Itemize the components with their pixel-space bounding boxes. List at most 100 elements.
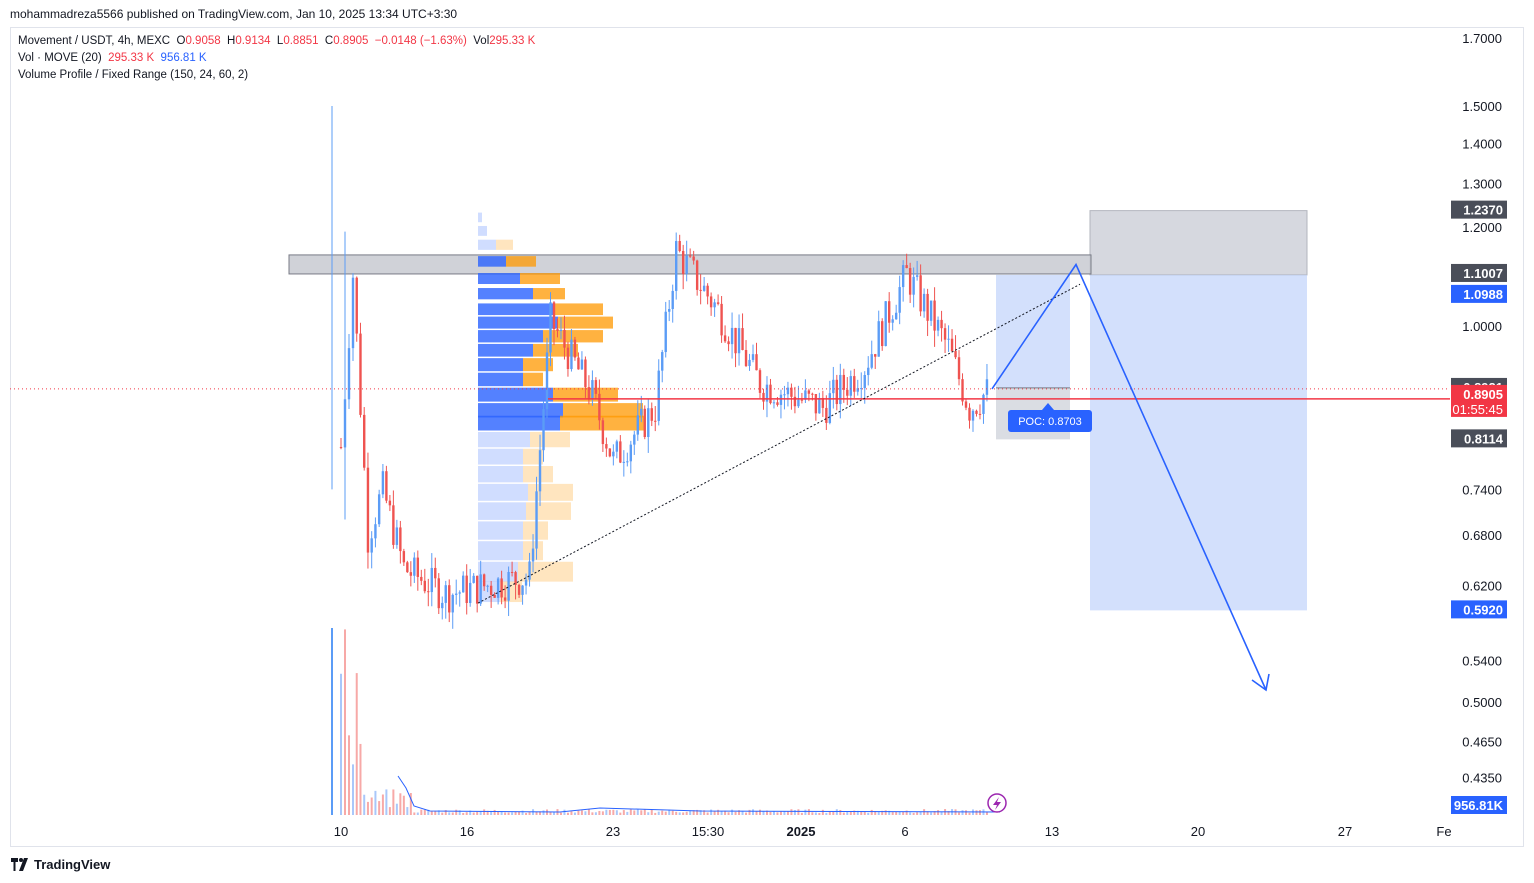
candle-body bbox=[535, 491, 538, 549]
candle-body bbox=[874, 354, 877, 357]
volume-bar bbox=[759, 809, 761, 815]
volume-bar bbox=[745, 812, 748, 815]
price-chart[interactable]: POC: 0.8703 1.7000 1.5000 1.4000 1.3000 1.20… bbox=[0, 0, 1534, 850]
candle-body bbox=[351, 277, 355, 349]
volume-bar bbox=[490, 810, 493, 815]
candle-body bbox=[887, 301, 891, 323]
candle-body bbox=[347, 348, 351, 400]
volume-bar bbox=[748, 809, 751, 815]
volume-bar bbox=[863, 811, 866, 815]
volume-bar bbox=[870, 809, 873, 815]
volume-bar bbox=[657, 811, 660, 815]
candle-body bbox=[964, 401, 968, 408]
candle-body bbox=[842, 374, 845, 390]
legend-l-label: L bbox=[276, 35, 284, 47]
vp-row-down bbox=[526, 502, 571, 520]
candle-body bbox=[870, 354, 873, 368]
candle-body bbox=[580, 359, 584, 370]
candle-body bbox=[720, 303, 723, 336]
volume-bar bbox=[378, 801, 381, 815]
volume-bar bbox=[469, 810, 472, 815]
candle-body bbox=[552, 302, 556, 330]
candle-body bbox=[723, 335, 727, 342]
candle-body bbox=[901, 265, 905, 288]
price-label-0.5920: 0.5920 bbox=[1451, 600, 1507, 619]
candle-body bbox=[510, 571, 514, 573]
candle-body bbox=[406, 562, 409, 573]
volume-bar bbox=[518, 811, 521, 815]
volume-bar bbox=[930, 812, 933, 815]
volume-bar bbox=[497, 811, 500, 815]
volume-ma-line bbox=[397, 775, 1001, 813]
candle-body bbox=[366, 467, 370, 553]
volume-bar bbox=[434, 810, 437, 815]
volume-bar bbox=[563, 809, 566, 815]
volume-bar bbox=[643, 809, 646, 815]
candle-body bbox=[713, 302, 716, 308]
candle-body bbox=[751, 354, 755, 360]
volume-bar bbox=[842, 812, 845, 815]
candle-body bbox=[612, 451, 615, 457]
volume-bar bbox=[752, 809, 755, 815]
volume-bar bbox=[566, 812, 569, 815]
x-tick-label: 13 bbox=[1045, 824, 1059, 839]
vp-row-down bbox=[506, 256, 536, 267]
volume-bar bbox=[891, 812, 894, 815]
volume-bar bbox=[591, 812, 594, 815]
price-label-box bbox=[1451, 263, 1507, 282]
candle-body bbox=[832, 379, 835, 394]
legend-change: −0.0148 (−1.63%) bbox=[374, 35, 467, 47]
candle-body bbox=[800, 399, 804, 401]
legend-volume-indicator[interactable]: Vol · MOVE (20) 295.33 K 956.81 K bbox=[18, 52, 207, 64]
volume-bar bbox=[814, 812, 817, 815]
volume-bar bbox=[458, 810, 461, 815]
tradingview-footer[interactable]: TradingView bbox=[10, 857, 110, 872]
candle-body bbox=[566, 347, 570, 370]
y-tick-label: 1.5000 bbox=[1462, 99, 1502, 114]
volume-bar bbox=[636, 809, 639, 815]
candle-body bbox=[622, 461, 626, 463]
volume-bar bbox=[884, 810, 887, 815]
candle-body bbox=[954, 351, 957, 358]
position-risk-zone bbox=[1089, 210, 1308, 276]
candle-body bbox=[881, 321, 884, 347]
candle-body bbox=[898, 287, 901, 313]
volume-bar bbox=[385, 789, 388, 815]
candle-body bbox=[929, 300, 933, 321]
volume-bar bbox=[507, 812, 510, 815]
candle-body bbox=[846, 389, 849, 396]
candle-body bbox=[605, 444, 608, 449]
volume-bar bbox=[919, 811, 922, 815]
candle-body bbox=[716, 302, 720, 304]
time-axis: 10 16 23 15:30 2025 6 13 20 27 Fe bbox=[334, 824, 1452, 839]
candle-body bbox=[685, 255, 688, 274]
candle-body bbox=[737, 328, 741, 354]
volume-bar bbox=[685, 811, 688, 815]
volume-bar bbox=[388, 807, 391, 815]
candle-body bbox=[692, 256, 695, 261]
legend-volume-profile[interactable]: Volume Profile / Fixed Range (150, 24, 6… bbox=[18, 69, 249, 81]
volume-bar bbox=[762, 811, 765, 815]
candle-body bbox=[727, 341, 730, 345]
candle-body bbox=[950, 338, 954, 352]
volume-bar bbox=[860, 811, 863, 815]
volume-bar bbox=[835, 809, 838, 815]
price-label-1.1007: 1.1007 bbox=[1451, 263, 1507, 282]
candle-body bbox=[860, 388, 863, 390]
vp-row-up bbox=[478, 387, 553, 402]
candle-body bbox=[441, 602, 444, 609]
volume-bar bbox=[800, 812, 803, 815]
candle-body bbox=[926, 293, 929, 321]
volume-bar bbox=[619, 812, 622, 815]
candle-body bbox=[853, 376, 856, 392]
volume-bar bbox=[692, 810, 695, 815]
volume-bar bbox=[661, 810, 664, 815]
candle-body bbox=[427, 591, 430, 593]
candle-body bbox=[891, 319, 894, 323]
y-tick-label: 0.5000 bbox=[1462, 695, 1502, 710]
candle-body bbox=[804, 390, 807, 400]
projection-box-upper bbox=[996, 274, 1070, 388]
volume-bar bbox=[916, 812, 919, 815]
candle-body bbox=[867, 367, 870, 376]
volume-bar bbox=[413, 812, 416, 815]
